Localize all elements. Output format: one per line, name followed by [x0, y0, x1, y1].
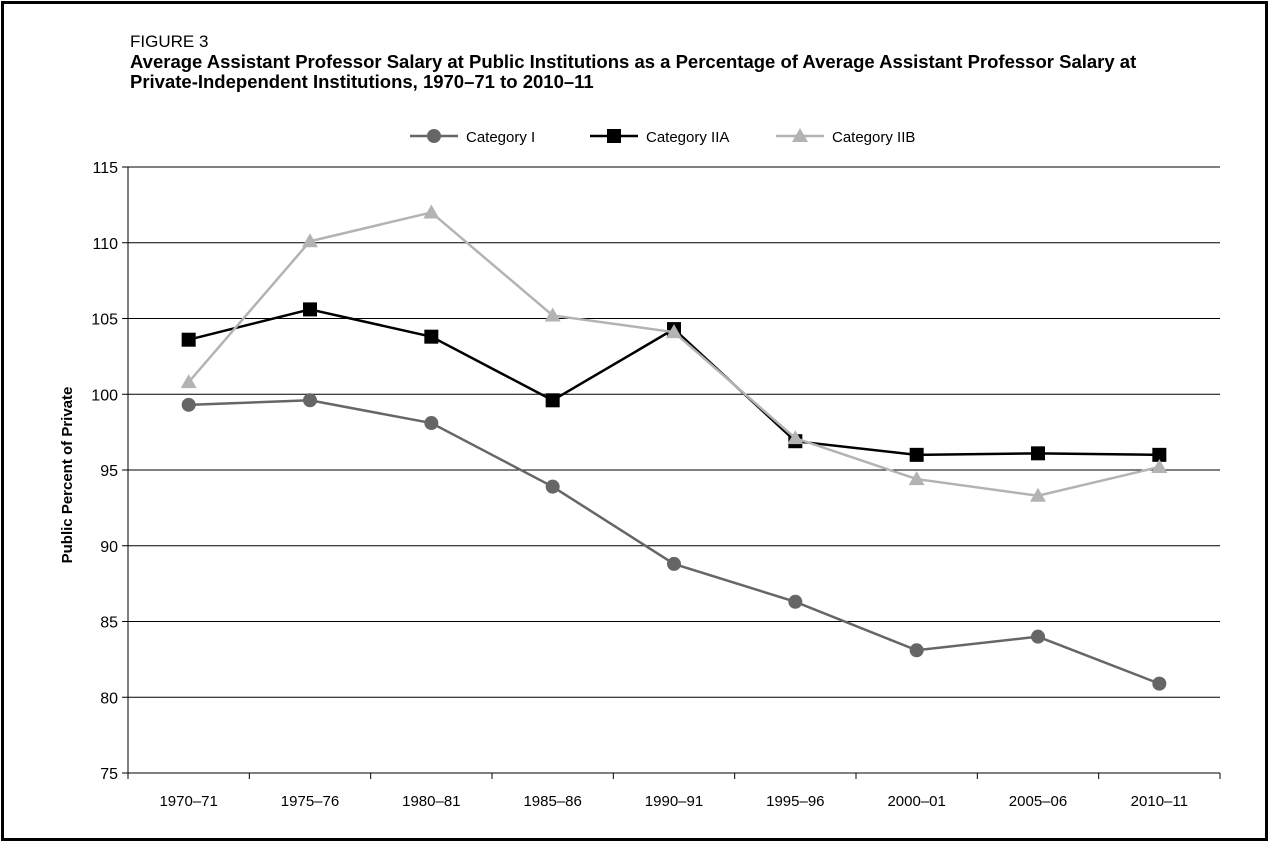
x-tick-label: 1975–76: [281, 793, 339, 810]
chart-series: [180, 204, 1168, 691]
x-tick-label: 1995–96: [766, 793, 824, 810]
data-point-category-iib: [180, 374, 197, 389]
figure-label: FIGURE 3: [130, 32, 209, 51]
data-point-category-iia: [303, 302, 317, 317]
data-point-category-iia: [181, 332, 196, 347]
legend-marker: [427, 129, 441, 143]
y-tick-label: 90: [100, 539, 118, 556]
data-point-category-iib: [1151, 458, 1168, 473]
data-point-category-iib: [423, 204, 440, 219]
x-tick-label: 1985–86: [523, 793, 581, 810]
figure-title: Average Assistant Professor Salary at Pu…: [130, 51, 1137, 92]
legend-label: Category I: [466, 129, 535, 146]
data-point-category-iib: [302, 233, 318, 248]
series-category-i: [181, 393, 1167, 691]
y-tick-label: 75: [100, 766, 118, 783]
legend-marker: [607, 129, 621, 143]
x-tick-label: 2010–11: [1131, 793, 1188, 810]
legend-label: Category IIA: [646, 129, 729, 146]
series-category-iib: [180, 204, 1168, 502]
chart-legend: Category I Category IIA Category IIB: [410, 128, 915, 146]
data-point-category-i: [303, 393, 317, 408]
y-tick-label: 80: [100, 690, 118, 707]
x-tick-label: 1980–81: [402, 793, 460, 810]
data-point-category-i: [1152, 676, 1167, 691]
data-point-category-iia: [424, 329, 439, 344]
data-point-category-iib: [787, 430, 804, 445]
legend-item-category-iia: Category IIA: [590, 129, 729, 146]
data-point-category-iib: [544, 307, 561, 322]
legend-item-category-iib: Category IIB: [776, 128, 915, 146]
x-tick-label: 1970–71: [159, 793, 217, 810]
data-point-category-iia: [1152, 447, 1167, 462]
legend-marker: [792, 128, 808, 142]
series-line-category-i: [188, 399, 1160, 685]
y-tick-label: 100: [91, 387, 118, 404]
y-tick-label: 85: [100, 615, 118, 632]
x-tick-label: 2000–01: [887, 793, 945, 810]
x-tick-label: 2005–06: [1009, 793, 1067, 810]
data-point-category-iia: [545, 393, 560, 408]
y-tick-label: 95: [100, 463, 118, 480]
legend-item-category-i: Category I: [410, 129, 535, 146]
y-tick-label: 105: [91, 312, 118, 329]
y-tick-label: 110: [92, 236, 118, 253]
data-point-category-i: [424, 416, 439, 431]
data-point-category-i: [181, 397, 196, 412]
data-point-category-iib: [1030, 487, 1046, 502]
legend-label: Category IIB: [832, 129, 915, 146]
y-tick-label: 115: [92, 160, 118, 177]
data-point-category-i: [909, 643, 924, 658]
data-point-category-i: [667, 556, 681, 571]
data-point-category-iib: [666, 324, 682, 339]
data-point-category-i: [1031, 629, 1045, 644]
data-point-category-iia: [1031, 446, 1045, 461]
x-tick-label: 1990–91: [645, 793, 703, 810]
data-point-category-iia: [909, 447, 924, 462]
chart-axes: 75 80 85 90 95 100 105 110 115 1970–71 1975–76 1980…: [91, 160, 1221, 810]
data-point-category-iib: [908, 471, 925, 486]
y-axis-label: Public Percent of Private: [59, 387, 76, 564]
data-point-category-i: [788, 594, 803, 609]
chart-gridlines: [128, 166, 1220, 698]
data-point-category-i: [545, 479, 560, 494]
